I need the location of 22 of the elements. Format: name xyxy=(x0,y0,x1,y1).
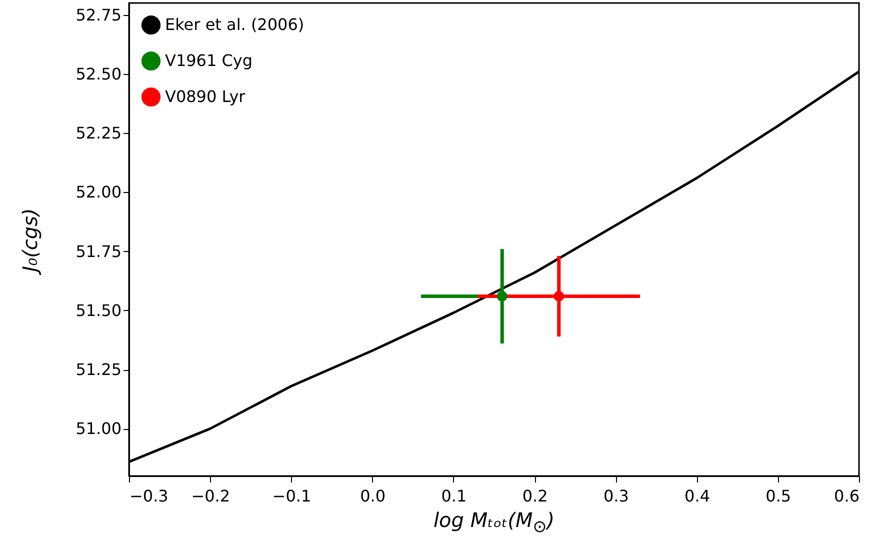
legend-label: V1961 Cyg xyxy=(165,51,253,70)
y-tick-label: 51.75 xyxy=(76,242,122,261)
y-tick-label: 52.50 xyxy=(76,64,122,84)
x-tick-label: −0.1 xyxy=(272,486,312,506)
x-tick-label: 0.5 xyxy=(766,486,792,506)
legend-label: Eker et al. (2006) xyxy=(165,15,304,34)
x-tick-label: −0.3 xyxy=(130,486,168,506)
x-tick-label: 0.2 xyxy=(522,486,548,506)
x-axis-title: log Mₜₒₜ(M$_{⊙}$) xyxy=(432,508,556,536)
y-tick-label: 52.00 xyxy=(76,182,122,202)
y-tick-label: 51.00 xyxy=(76,419,122,438)
legend-label: V0890 Lyr xyxy=(165,87,246,106)
y-tick-label: 51.25 xyxy=(76,360,122,380)
x-tick-label: 0.6 xyxy=(834,486,860,506)
y-tick-label: 52.25 xyxy=(76,124,122,143)
y-tick-label: 52.75 xyxy=(76,5,122,24)
y-tick-label: 51.50 xyxy=(76,300,122,320)
x-tick-label: −0.2 xyxy=(191,486,230,506)
x-tick-label: 0.4 xyxy=(684,486,710,506)
x-tick-label: 0.0 xyxy=(360,486,386,506)
x-tick-label: 0.3 xyxy=(603,486,629,506)
x-tick-label: 0.1 xyxy=(441,486,467,506)
